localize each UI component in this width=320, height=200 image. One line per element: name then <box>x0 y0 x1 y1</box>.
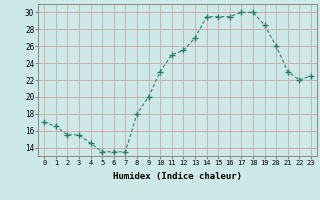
X-axis label: Humidex (Indice chaleur): Humidex (Indice chaleur) <box>113 172 242 181</box>
